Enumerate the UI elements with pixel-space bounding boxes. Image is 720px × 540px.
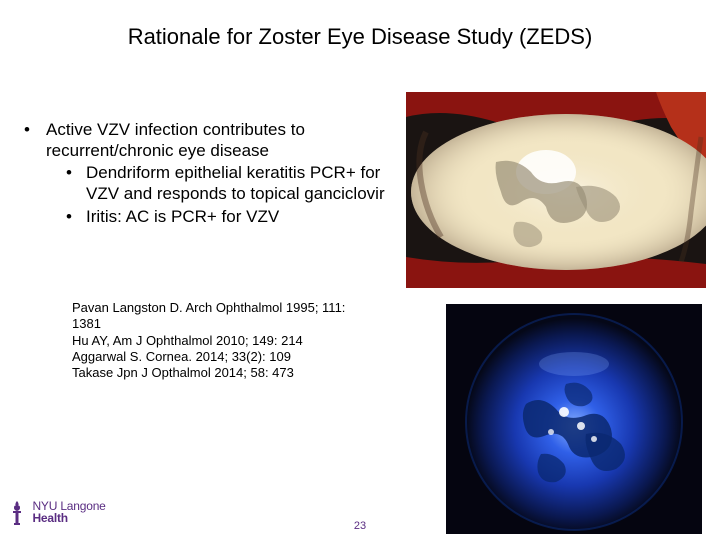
reference-line: Takase Jpn J Opthalmol 2014; 58: 473 bbox=[72, 365, 372, 381]
content-area: • Active VZV infection contributes to re… bbox=[24, 120, 394, 230]
bullet-l1-text: Active VZV infection contributes to recu… bbox=[46, 120, 394, 161]
keratitis-photo-icon bbox=[406, 92, 706, 288]
logo-line2: Health bbox=[32, 511, 105, 525]
bullet-dot-icon: • bbox=[66, 207, 86, 228]
reference-line: Aggarwal S. Cornea. 2014; 33(2): 109 bbox=[72, 349, 372, 365]
bullet-level2: • Dendriform epithelial keratitis PCR+ f… bbox=[66, 163, 394, 204]
logo-text: NYU Langone Health bbox=[32, 499, 105, 525]
bullet-level2: • Iritis: AC is PCR+ for VZV bbox=[66, 207, 394, 228]
reference-line: Pavan Langston D. Arch Ophthalmol 1995; … bbox=[72, 300, 372, 333]
bullet-dot-icon: • bbox=[24, 120, 46, 161]
references-block: Pavan Langston D. Arch Ophthalmol 1995; … bbox=[72, 300, 372, 381]
torch-icon bbox=[10, 499, 24, 530]
fluorescein-photo-icon bbox=[446, 304, 702, 534]
clinical-image-bottom bbox=[446, 304, 702, 534]
bullet-l2b-text: Iritis: AC is PCR+ for VZV bbox=[86, 207, 279, 228]
bullet-dot-icon: • bbox=[66, 163, 86, 204]
bullet-l2a-text: Dendriform epithelial keratitis PCR+ for… bbox=[86, 163, 394, 204]
bullet-level1: • Active VZV infection contributes to re… bbox=[24, 120, 394, 161]
slide-title: Rationale for Zoster Eye Disease Study (… bbox=[0, 24, 720, 50]
page-number: 23 bbox=[0, 520, 720, 532]
slide: Rationale for Zoster Eye Disease Study (… bbox=[0, 0, 720, 540]
reference-line: Hu AY, Am J Ophthalmol 2010; 149: 214 bbox=[72, 333, 372, 349]
nyu-langone-logo: NYU Langone Health bbox=[10, 499, 106, 530]
clinical-image-top bbox=[406, 92, 706, 288]
